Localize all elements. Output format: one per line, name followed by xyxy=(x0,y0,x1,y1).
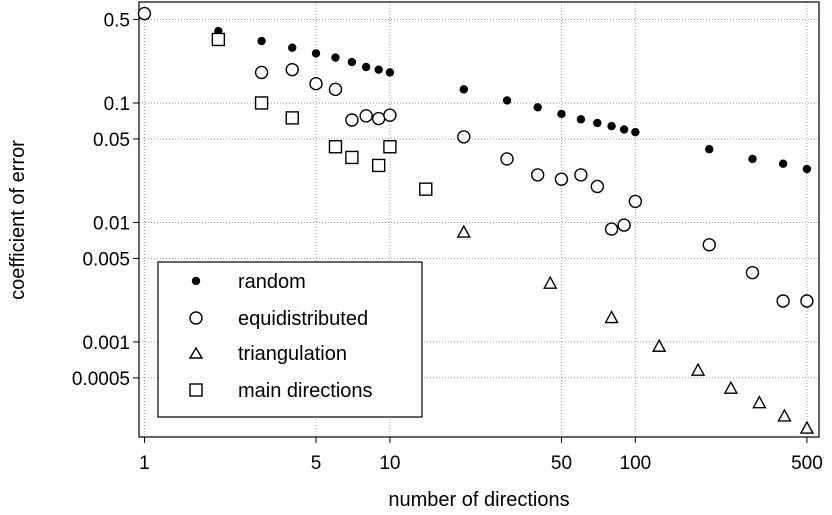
plot-frame xyxy=(138,1,820,438)
y-tick-label: 0.05 xyxy=(93,130,130,151)
point-equidistributed xyxy=(590,179,605,194)
legend-label-random: random xyxy=(238,271,306,293)
point-equidistributed xyxy=(776,294,790,308)
point-equidistributed xyxy=(309,76,323,91)
point-equidistributed xyxy=(359,109,373,123)
point-equidistributed xyxy=(745,265,760,280)
point-equidistributed xyxy=(254,65,269,80)
point-triangulation xyxy=(752,395,767,409)
legend-label-main-directions: main directions xyxy=(238,380,373,402)
point-equidistributed xyxy=(702,238,716,252)
point-random xyxy=(459,85,469,94)
y-tick-label: 0.005 xyxy=(82,249,130,270)
point-main-directions xyxy=(345,150,359,165)
legend-label-triangulation: triangulation xyxy=(238,343,347,365)
point-equidistributed xyxy=(500,152,514,166)
point-random xyxy=(607,121,616,131)
point-triangulation xyxy=(690,362,706,376)
point-random xyxy=(802,164,812,174)
point-main-directions xyxy=(328,140,343,154)
point-main-directions xyxy=(383,140,397,154)
x-tick-label: 1 xyxy=(139,453,150,474)
point-main-directions xyxy=(211,32,226,47)
point-random xyxy=(311,49,321,58)
point-triangulation xyxy=(723,380,739,394)
point-equidistributed xyxy=(574,168,588,182)
x-tick-label: 5 xyxy=(311,453,322,474)
x-tick-label: 100 xyxy=(620,453,652,474)
point-equidistributed xyxy=(604,222,619,236)
point-random xyxy=(778,159,788,168)
point-random xyxy=(557,109,566,119)
legend-marker-equidistributed xyxy=(189,311,203,325)
point-random xyxy=(748,154,757,164)
y-axis-title: coefficient of error xyxy=(7,140,29,300)
point-random xyxy=(288,43,297,52)
point-triangulation xyxy=(799,420,815,434)
point-main-directions xyxy=(371,158,386,173)
legend-marker-triangulation xyxy=(188,346,204,359)
point-random xyxy=(576,115,586,124)
point-triangulation xyxy=(456,224,471,238)
data-points xyxy=(137,6,815,434)
point-random xyxy=(331,53,340,62)
x-axis: 1 5 10 50 100 500 xyxy=(139,437,823,474)
point-random xyxy=(385,68,395,77)
point-triangulation xyxy=(777,408,792,422)
point-main-directions xyxy=(285,111,299,125)
legend-marker-main-directions xyxy=(189,383,203,397)
point-main-directions xyxy=(254,96,269,110)
legend-marker-random xyxy=(191,276,201,286)
point-equidistributed xyxy=(345,113,359,127)
y-tick-label: 0.5 xyxy=(104,10,130,31)
point-equidistributed xyxy=(457,130,471,144)
y-tick-label: 0.0005 xyxy=(72,369,130,390)
point-equidistributed xyxy=(383,108,397,122)
point-random xyxy=(705,145,714,154)
point-equidistributed xyxy=(285,62,299,77)
y-tick-label: 0.1 xyxy=(104,94,130,115)
y-tick-label: 0.001 xyxy=(82,333,130,354)
legend: random equidistributed triangulation mai… xyxy=(157,261,423,418)
point-random xyxy=(631,127,640,137)
point-random xyxy=(374,65,383,74)
x-tick-label: 10 xyxy=(379,453,400,474)
point-triangulation xyxy=(543,275,558,289)
point-random xyxy=(619,125,629,134)
legend-label-equidistributed: equidistributed xyxy=(238,308,368,330)
point-triangulation xyxy=(651,338,667,352)
point-equidistributed xyxy=(617,218,631,232)
point-random xyxy=(347,57,357,67)
x-tick-label: 50 xyxy=(551,453,572,474)
point-equidistributed xyxy=(530,168,545,182)
point-random xyxy=(593,118,602,128)
point-equidistributed xyxy=(800,294,814,308)
point-equidistributed xyxy=(328,82,343,97)
x-tick-label: 500 xyxy=(791,453,823,474)
point-random xyxy=(257,36,266,46)
point-triangulation xyxy=(604,310,619,324)
point-equidistributed xyxy=(371,111,386,126)
point-equidistributed xyxy=(137,6,152,21)
y-tick-label: 0.01 xyxy=(93,213,130,234)
point-equidistributed xyxy=(628,194,643,209)
x-axis-title: number of directions xyxy=(388,489,569,511)
point-random xyxy=(361,62,371,72)
y-axis: 0.5 0.1 0.05 0.01 0.005 0.001 0.0005 xyxy=(72,10,139,390)
point-main-directions xyxy=(419,182,433,196)
point-equidistributed xyxy=(554,172,569,186)
point-random xyxy=(533,103,542,112)
point-random xyxy=(502,96,512,105)
